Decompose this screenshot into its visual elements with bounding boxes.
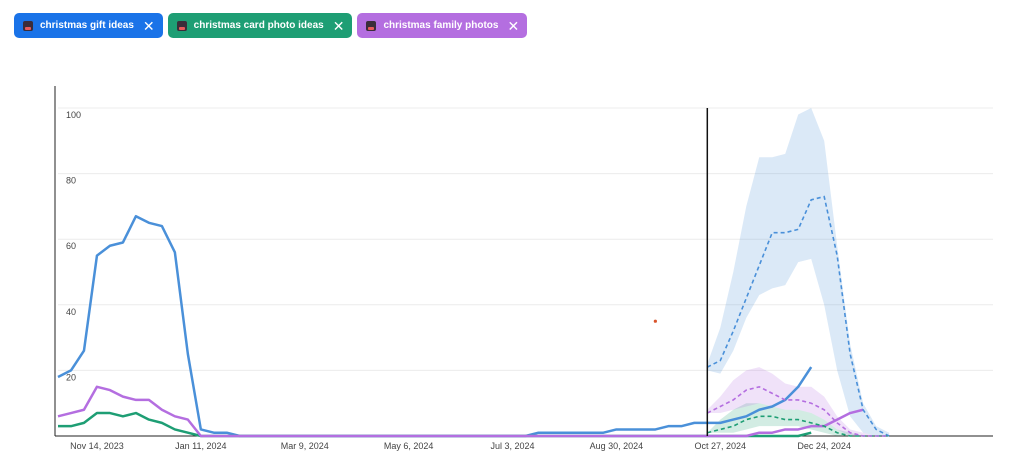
annotation-dot — [653, 319, 657, 323]
close-icon[interactable]: ✕ — [507, 17, 520, 34]
y-tick-label: 20 — [66, 372, 76, 382]
series-line — [57, 385, 864, 438]
forecast-line — [706, 195, 890, 437]
chip-label: christmas family photos — [383, 20, 499, 31]
forecast-band — [707, 367, 890, 436]
x-tick-label: Oct 27, 2024 — [695, 441, 747, 451]
chip-label: christmas gift ideas — [40, 20, 134, 31]
y-tick-label: 80 — [66, 176, 76, 186]
forecast-line — [707, 415, 890, 437]
chip-christmas-card-photo-ideas[interactable]: christmas card photo ideas ✕ — [167, 13, 353, 38]
christmas-emoji-icon — [23, 20, 33, 31]
x-tick-label: Aug 30, 2024 — [590, 441, 644, 451]
filter-chip-row: christmas gift ideas ✕ christmas card ph… — [14, 13, 528, 38]
x-tick-label: May 6, 2024 — [384, 441, 434, 451]
close-icon[interactable]: ✕ — [142, 17, 155, 34]
forecast-band — [707, 108, 890, 436]
christmas-emoji-icon — [366, 20, 377, 31]
chip-label: christmas card photo ideas — [193, 20, 324, 31]
y-tick-label: 100 — [66, 110, 81, 120]
chip-christmas-gift-ideas[interactable]: christmas gift ideas ✕ — [14, 13, 163, 38]
christmas-emoji-icon — [176, 20, 187, 31]
chip-christmas-family-photos[interactable]: christmas family photos ✕ — [357, 13, 528, 38]
x-tick-label: Dec 24, 2024 — [797, 441, 851, 451]
series-line — [57, 214, 813, 438]
series-line — [58, 411, 812, 438]
x-tick-label: Jan 11, 2024 — [175, 441, 226, 451]
y-tick-label: 40 — [66, 307, 76, 317]
forecast-line — [706, 385, 890, 437]
x-tick-label: Jul 3, 2024 — [490, 441, 534, 451]
x-tick-label: Nov 14, 2023 — [70, 441, 124, 451]
y-tick-label: 60 — [66, 241, 76, 251]
x-tick-label: Mar 9, 2024 — [281, 441, 329, 451]
close-icon[interactable]: ✕ — [332, 17, 345, 34]
